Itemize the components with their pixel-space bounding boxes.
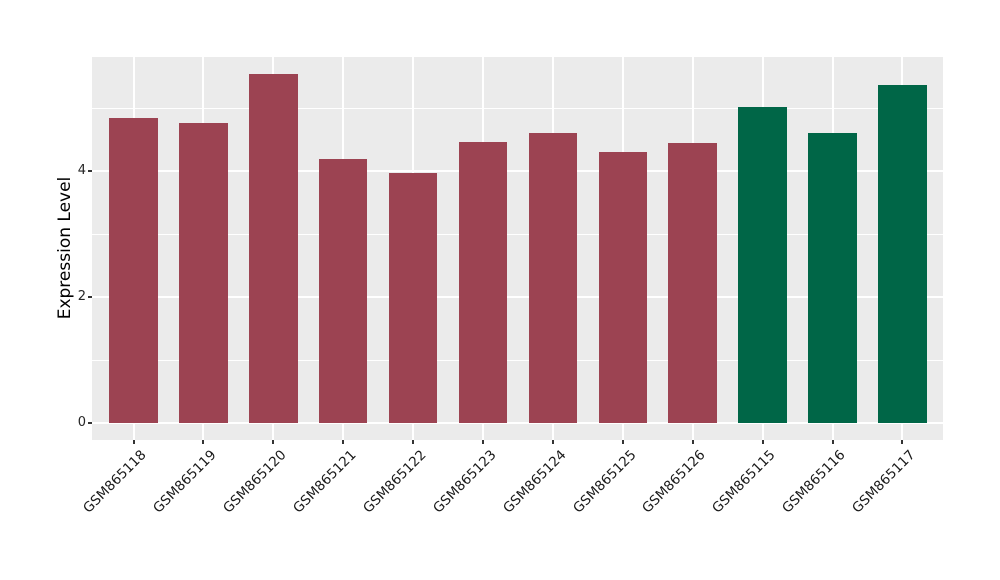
x-tick-mark — [132, 440, 135, 444]
x-tick-mark — [272, 440, 275, 444]
bar — [878, 85, 927, 423]
major-gridline — [92, 295, 943, 298]
bar — [598, 151, 648, 423]
x-tick-label: GSM865117 — [849, 447, 919, 517]
y-tick-mark — [88, 421, 92, 424]
bar — [528, 132, 578, 423]
x-tick-label: GSM865122 — [359, 447, 430, 517]
bar — [808, 132, 857, 423]
bar — [388, 172, 438, 423]
x-tick-label: GSM865116 — [779, 447, 849, 517]
x-tick-mark — [202, 440, 205, 444]
x-tick-mark — [901, 440, 904, 444]
x-tick-label: GSM865119 — [150, 447, 220, 517]
x-tick-label: GSM865115 — [709, 447, 779, 517]
bar — [179, 122, 228, 423]
bar — [458, 141, 508, 423]
bar — [318, 158, 368, 423]
major-gridline — [92, 169, 943, 172]
x-tick-mark — [482, 440, 484, 444]
x-tick-label: GSM865123 — [429, 447, 500, 517]
minor-gridline — [92, 233, 943, 235]
plot-panel — [92, 57, 943, 440]
x-tick-label: GSM865118 — [80, 447, 150, 517]
x-tick-label: GSM865126 — [639, 447, 710, 517]
x-tick-label: GSM865121 — [290, 447, 360, 517]
bar — [109, 118, 158, 423]
minor-gridline — [92, 107, 943, 109]
x-tick-mark — [831, 440, 834, 444]
x-tick-mark — [342, 440, 345, 444]
x-tick-label: GSM865125 — [569, 447, 640, 517]
bar — [738, 107, 787, 423]
minor-gridline — [92, 359, 943, 361]
bar — [668, 142, 717, 423]
y-tick-mark — [88, 169, 92, 172]
x-tick-mark — [691, 440, 694, 444]
y-tick-label: 0 — [77, 415, 86, 431]
y-tick-mark — [88, 295, 92, 298]
y-tick-label: 2 — [77, 289, 86, 305]
x-tick-mark — [412, 440, 415, 444]
major-gridline — [92, 421, 943, 424]
x-tick-mark — [761, 440, 764, 444]
x-tick-mark — [621, 440, 624, 444]
x-tick-label: GSM865120 — [220, 447, 290, 517]
bar — [249, 73, 298, 423]
y-tick-label: 4 — [77, 163, 86, 179]
x-tick-label: GSM865124 — [499, 447, 570, 517]
x-tick-mark — [551, 440, 554, 444]
